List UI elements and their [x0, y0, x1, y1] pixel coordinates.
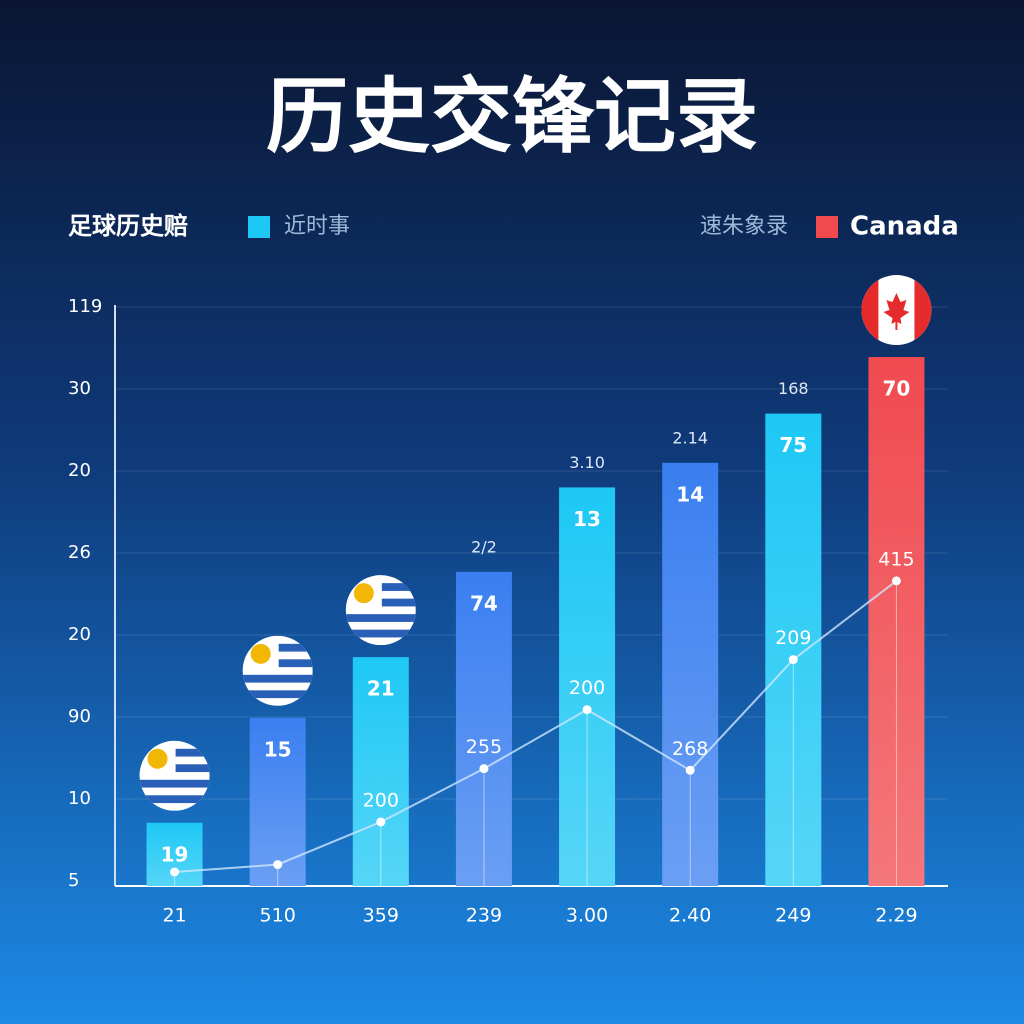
bar-text: 15 [264, 737, 292, 761]
chart-title: 历史交锋记录 [266, 69, 758, 164]
x-tick-label: 2.40 [669, 905, 711, 927]
legend-swatch [816, 216, 838, 238]
flag-stripe [345, 614, 416, 622]
flag [139, 740, 210, 811]
legend-label: 近时事 [284, 214, 350, 239]
flag-leaf [883, 293, 910, 331]
point-text: 255 [466, 736, 502, 758]
line-point [170, 867, 180, 877]
bar-text: 75 [779, 433, 807, 457]
x-tick-label: 21 [162, 905, 186, 927]
y-tick-label: 20 [68, 460, 91, 481]
flag-stripe [242, 690, 313, 699]
line [174, 580, 898, 873]
bar-text: 19 [161, 842, 189, 866]
x-tick-label: 359 [363, 905, 399, 927]
point-text: 209 [775, 627, 811, 649]
y-tick-label: 20 [68, 624, 91, 645]
flag [242, 635, 313, 706]
flag [345, 575, 416, 646]
line-point [582, 705, 592, 715]
bar-text: 14 [676, 482, 704, 506]
x-tick-label: 239 [466, 905, 502, 927]
flag-icon [242, 635, 313, 706]
flag-sun [147, 748, 168, 769]
flag [861, 275, 932, 346]
flag-sun [353, 583, 374, 604]
bar-text: 70 [883, 377, 911, 401]
line-point [891, 576, 901, 586]
bar-text: 74 [470, 591, 498, 615]
y-tick-label: 30 [68, 378, 91, 399]
line-point [376, 817, 386, 827]
x-tick-label: 2.29 [875, 905, 917, 927]
flag-icon [861, 275, 932, 346]
legend-title: 足球历史赔 [68, 212, 188, 240]
top-text: 168 [778, 379, 809, 398]
flag-stripe [139, 795, 210, 804]
line-point [479, 764, 489, 774]
flag-sun [250, 643, 271, 664]
x-tick-label: 249 [775, 905, 811, 927]
point-text: 200 [363, 789, 399, 811]
legend-swatch [248, 216, 270, 238]
legend-title: 速朱象录 [700, 214, 788, 239]
bar-text: 13 [573, 507, 601, 531]
bar-shade [249, 717, 306, 886]
point-text: 268 [672, 738, 708, 760]
point-text: 415 [878, 548, 914, 570]
legend-label: Canada [850, 212, 959, 242]
y-tick-label: 10 [68, 788, 91, 809]
line-point [788, 655, 798, 665]
top-text: 2.14 [672, 428, 708, 447]
y-tick-label: 90 [68, 706, 91, 727]
x-tick-label: 3.00 [566, 905, 608, 927]
flag-stripe [242, 674, 313, 683]
line-point [273, 860, 283, 870]
top-text: 2/2 [471, 537, 497, 556]
y-tick-label: 5 [68, 870, 79, 891]
line-point [685, 765, 695, 775]
flag-icon [345, 575, 416, 646]
flag-icon [139, 740, 210, 811]
point-text: 200 [569, 677, 605, 699]
flag-stripe [345, 629, 416, 638]
y-tick-label: 26 [68, 542, 91, 563]
bar-text: 21 [367, 677, 395, 701]
top-text: 3.10 [569, 453, 605, 472]
y-tick-label: 119 [68, 296, 102, 317]
flag-stripe [139, 779, 210, 788]
x-tick-label: 510 [260, 905, 296, 927]
